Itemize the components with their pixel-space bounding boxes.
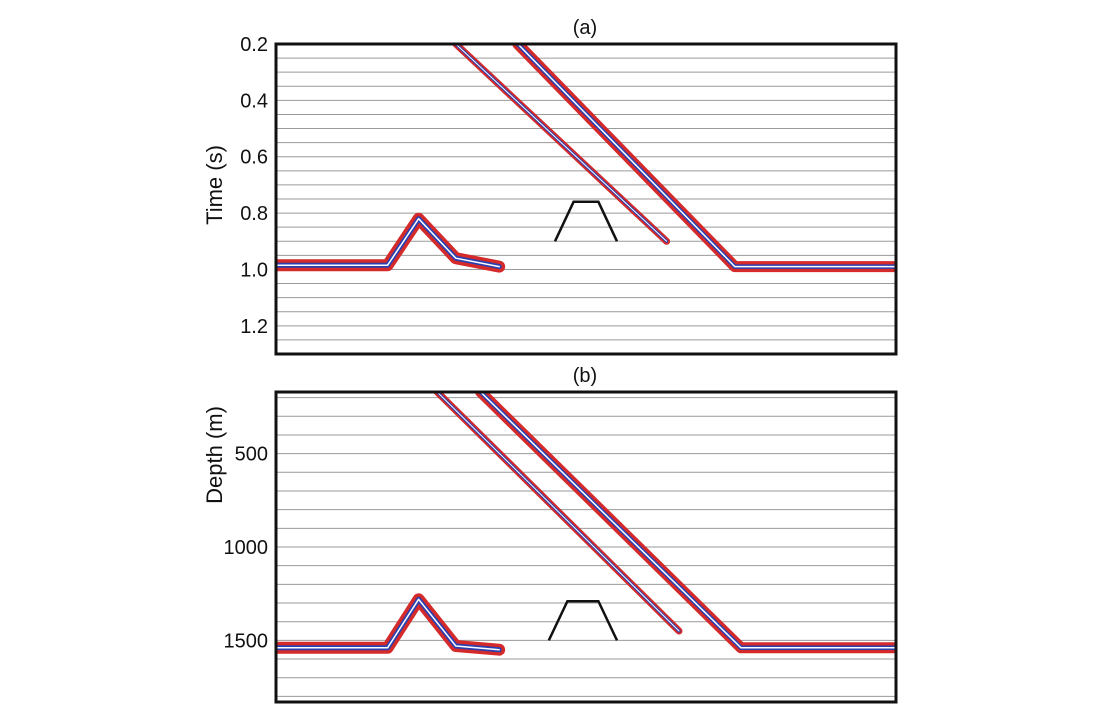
panel-a-ytick-label: 0.6 bbox=[240, 147, 268, 169]
panel-b-reflector-2-layer-0 bbox=[475, 392, 896, 654]
panel-a-reflector-2-layer-2 bbox=[517, 44, 896, 268]
panel-a-ytick-label: 0.2 bbox=[240, 34, 268, 56]
panel-a-ylabel: Time (s) bbox=[202, 145, 227, 225]
panel-b-reflector-2-layer-1 bbox=[478, 392, 896, 651]
panel-b-ytick-label: 1500 bbox=[224, 630, 269, 652]
panel-b-yticks: 500 1000 1500 bbox=[224, 444, 269, 653]
panel-a-reflector-1-layer-2 bbox=[455, 44, 668, 242]
panel-a-structure-outline bbox=[553, 200, 619, 242]
panel-a-label: (a) bbox=[573, 17, 597, 39]
panel-b-ytick-label: 1000 bbox=[224, 537, 269, 559]
panel-a-reflector-0-layer-2 bbox=[276, 217, 500, 268]
panel-b-reflector-0-layer-2 bbox=[276, 598, 500, 651]
panel-a-yticks: 0.2 0.4 0.6 0.8 1.0 1.2 bbox=[240, 34, 268, 338]
panel-a-grid bbox=[276, 57, 896, 341]
panel-a-ytick-label: 1.0 bbox=[240, 259, 268, 281]
panel-b-grid bbox=[276, 397, 896, 697]
panel-b-reflector-0-layer-0 bbox=[276, 593, 506, 656]
panel-a-series bbox=[276, 44, 896, 273]
panel-b-label: (b) bbox=[573, 365, 597, 387]
panel-b-reflector-2-layer-2 bbox=[479, 392, 896, 649]
panel-b-reflector-1-layer-2 bbox=[436, 392, 680, 632]
panel-b-ylabel: Depth (m) bbox=[202, 406, 227, 504]
panel-a-frame bbox=[274, 42, 898, 356]
panel-b-series bbox=[276, 392, 896, 656]
panel-a-ytick-label: 1.2 bbox=[240, 316, 268, 338]
panel-a-ytick-label: 0.8 bbox=[240, 203, 268, 225]
panel-a-ytick-label: 0.4 bbox=[240, 90, 268, 112]
panel-b: (b) Depth (m) 500 1000 1500 bbox=[202, 365, 898, 704]
panel-b-structure-outline bbox=[547, 599, 619, 641]
panel-a: (a) Time (s) 0.2 0.4 0.6 0.8 1.0 1.2 bbox=[202, 17, 898, 356]
panel-b-frame bbox=[274, 390, 898, 704]
panel-b-ytick-label: 500 bbox=[235, 444, 268, 466]
